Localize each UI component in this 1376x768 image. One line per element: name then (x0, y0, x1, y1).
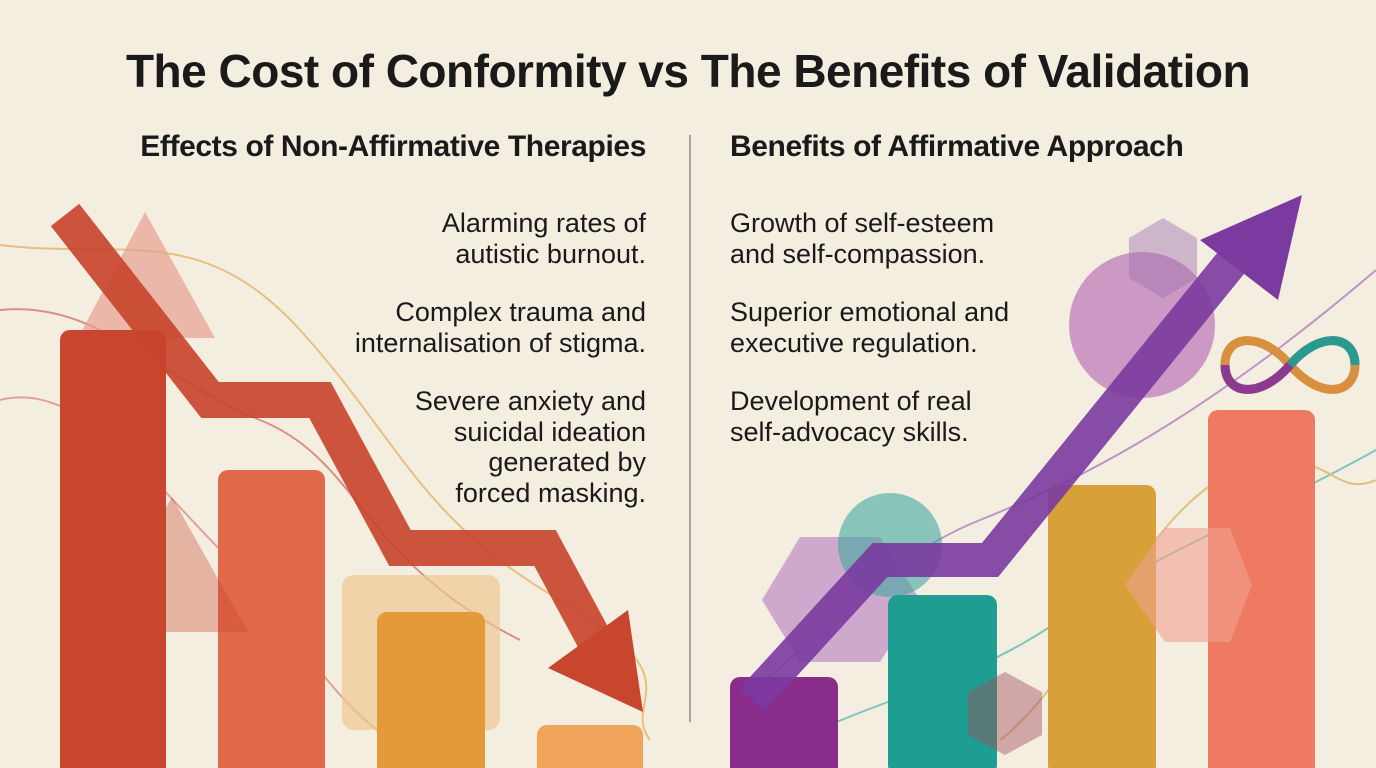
item: Alarming rates of autistic burnout. (355, 208, 646, 269)
triangle (95, 497, 248, 632)
hexagon (1125, 528, 1252, 642)
bar (218, 470, 325, 768)
item-line: executive regulation. (730, 327, 978, 358)
up-arrow (739, 247, 1249, 712)
circle (1069, 252, 1215, 398)
bar (1048, 485, 1156, 768)
bar (537, 725, 643, 768)
item: Growth of self-esteem and self-compassion… (730, 208, 1009, 269)
item-line: Superior emotional and (730, 297, 1010, 327)
item-line: generated by (488, 447, 646, 477)
bar (1208, 410, 1315, 768)
item-line: and self-compassion. (730, 238, 986, 269)
item-line: autistic burnout. (455, 238, 646, 269)
item-line: forced masking. (455, 477, 646, 508)
item-line: Severe anxiety and (414, 386, 646, 416)
item-line: internalisation of stigma. (354, 327, 646, 358)
left-items: Alarming rates of autistic burnout. Comple… (355, 208, 646, 536)
arrow-head (1200, 195, 1302, 300)
item-line: Complex trauma and (395, 297, 646, 327)
item-line: Development of real (730, 386, 972, 416)
item: Superior emotional and executive regulati… (730, 297, 1009, 358)
hexagon (1129, 218, 1197, 298)
bar (888, 595, 997, 768)
item: Complex trauma and internalisation of sti… (355, 297, 646, 358)
right-heading: Benefits of Affirmative Approach (730, 130, 1184, 163)
arrow-head (548, 610, 643, 712)
item-line: self-advocacy skills. (730, 416, 969, 447)
title: The Cost of Conformity vs The Benefits o… (125, 45, 1251, 97)
item: Severe anxiety and suicidal ideation gener… (355, 386, 646, 508)
item-line: Growth of self-esteem (730, 208, 995, 238)
down-arrow (50, 203, 616, 659)
infinity (1220, 361, 1294, 394)
item-line: suicidal ideation (453, 416, 646, 447)
infinity (1286, 336, 1360, 369)
item: Development of real self-advocacy skills. (730, 386, 1009, 447)
bar (60, 330, 166, 768)
hexagon (968, 672, 1042, 755)
right-items: Growth of self-esteem and self-compassion… (730, 208, 1009, 475)
bar (377, 612, 485, 768)
triangle (78, 212, 215, 338)
left-heading: Effects of Non-Affirmative Therapies (140, 130, 646, 163)
item-line: Alarming rates of (441, 208, 646, 238)
